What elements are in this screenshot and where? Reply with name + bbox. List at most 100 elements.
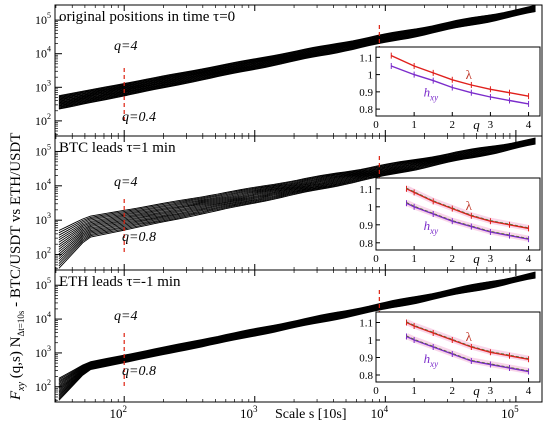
inset-x-tick-label: 2 [450,253,456,265]
hxy-fit-line [406,335,529,372]
curve-line [58,7,536,101]
curve-line [58,271,536,381]
panel-frame [54,269,543,403]
x-tick-label: 102 [109,404,127,421]
q-top-label: q=4 [114,309,137,324]
hxy-label: hxy [424,218,439,236]
curve-line [58,272,536,382]
inset-x-tick-label: 3 [488,119,494,131]
q-bottom-label: q=0.8 [122,364,156,379]
inset-x-tick-label: 2 [450,119,456,131]
inset: 0 1 2 3 4 0.8 0.9 1 1.1 q λ hxy [359,46,541,132]
inset-y-tick-label: 0.9 [359,87,373,99]
inset-x-tick-label: 1 [411,253,417,265]
curves [58,137,536,269]
inset-x-label: q [473,117,480,132]
inset-x-tick-label: 3 [488,253,494,265]
x-tick-label: 105 [501,404,519,421]
curve-line [58,137,536,231]
lambda-line [406,188,529,230]
lambda-line [391,54,529,97]
y-tick-label: 104 [35,310,51,326]
panel-title: original positions in time τ=0 [59,9,235,25]
x-tick-label: 104 [371,404,389,421]
curve-line [58,6,536,100]
curve-line [58,142,536,253]
curve-line [58,4,536,97]
inset-x-tick-label: 3 [488,385,494,397]
y-tick-label: 105 [35,142,51,158]
y-tick-label: 104 [35,177,51,193]
lambda-line [406,321,529,360]
panel-1: 102 103 1 0 4 105 original positions in time τ… [35,4,543,137]
y-tick-label: 103 [35,211,51,227]
inset-x-tick-label: 0 [373,119,379,131]
curve-line [58,8,536,102]
y-tick-label: 103 [35,344,51,360]
curve-line [58,138,536,236]
inset-y-tick-label: 1 [368,202,374,214]
inset-x-tick-label: 0 [373,253,379,265]
inset-y-tick-label: 0.8 [359,104,373,116]
lambda-label: λ [466,67,473,82]
hxy-label: hxy [424,85,439,103]
curve-line [58,139,536,238]
curve-line [58,273,536,385]
inset-y-tick-label: 0.8 [359,370,373,382]
y-tick-label: 105 [35,11,51,27]
inset-x-tick-label: 4 [526,119,532,131]
lambda-fit-line [406,321,529,359]
y-tick-label: 102 [35,112,51,128]
inset-x-tick-label: 4 [526,385,532,397]
curves [58,4,536,110]
inset-y-tick-label: 0.9 [359,353,373,365]
curve-line [58,143,536,269]
inset: 0 1 2 3 4 0.8 0.9 1 1.1 q λ hxy [359,177,541,266]
panel-title: BTC leads τ=1 min [59,140,176,156]
hxy-line [391,65,529,105]
curve-line [58,139,536,241]
inset-y-tick-label: 1 [368,335,374,347]
hxy-label: hxy [424,351,439,369]
curve-line [58,271,536,379]
inset-y-tick-label: 0.9 [359,220,373,232]
inset-y-tick-label: 1.1 [359,184,373,196]
panel-2: 102 103 104 105 BTC leads τ=1 min q=4 q=0.8 0 1 2… [35,135,543,271]
inset-x-label: q [473,383,480,398]
hxy-line [406,335,529,373]
y-axis-title: Fxy (q,s) NΔt=10s - BTC/USDT vs ETH/USDT [8,133,27,401]
curve-line [58,7,536,100]
curve-line [58,138,536,234]
hxy-line [406,202,529,240]
curve-line [58,141,536,248]
inset-x-tick-label: 1 [411,385,417,397]
inset-y-tick-label: 0.8 [359,238,373,250]
x-axis-title: Scale s [10s] [275,407,347,422]
inset-y-tick-label: 1 [368,70,374,82]
curve-line [58,140,536,246]
curve-line [58,140,536,243]
x-axis: 102 103 104 105 Scale s [10s] [109,404,519,422]
curve-line [58,141,536,250]
panel-3: 102 103 104 105 ETH leads τ=-1 min q=4 q=0.8 0 1… [35,269,543,403]
q-bottom-label: q=0.8 [122,230,156,245]
inset-x-label: q [473,251,480,266]
hxy-fit-line [406,202,529,239]
y-tick-label: 102 [35,246,51,262]
y-tick-label: 103 [35,78,51,94]
y-tick-label: 105 [35,276,51,292]
lambda-label: λ [466,198,473,213]
y-axis-label: Fxy (q,s) NΔt=10s - BTC/USDT vs ETH/USDT [8,133,27,401]
q-top-label: q=4 [114,39,137,54]
inset-y-tick-label: 1.1 [359,52,373,64]
panel-title: ETH leads τ=-1 min [59,274,181,290]
inset-x-tick-label: 1 [411,119,417,131]
q-top-label: q=4 [114,175,137,190]
lambda-fit-line [406,187,529,229]
inset-x-tick-label: 2 [450,385,456,397]
q-bottom-label: q=0.4 [122,110,156,125]
inset-x-tick-label: 4 [526,253,532,265]
curve-line [58,6,536,99]
